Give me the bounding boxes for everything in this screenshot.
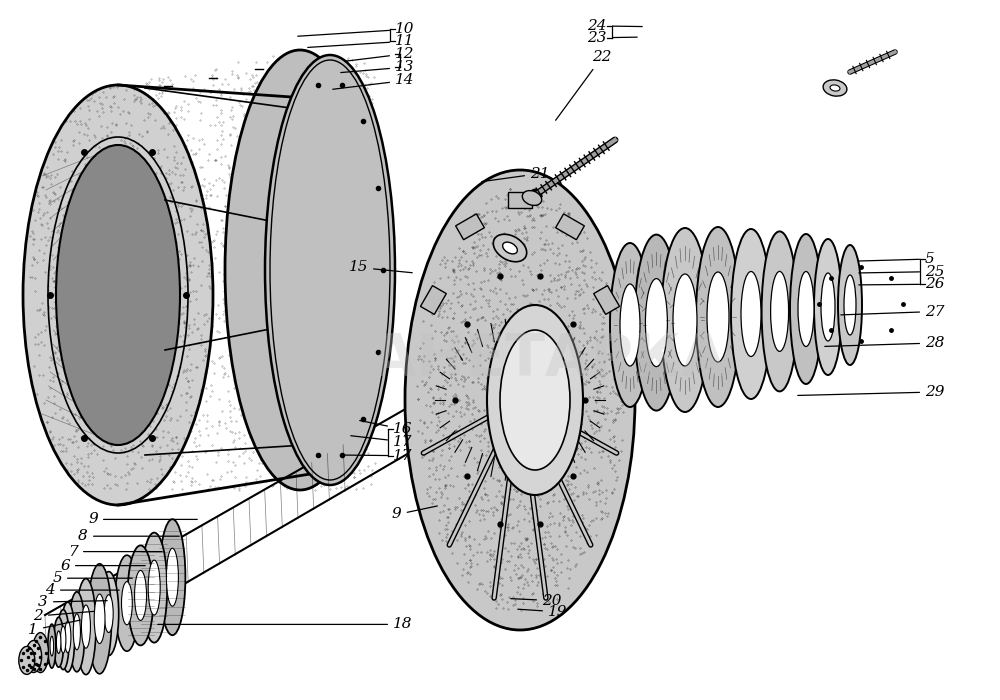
Ellipse shape: [838, 245, 862, 365]
Ellipse shape: [94, 594, 105, 643]
Ellipse shape: [32, 633, 48, 673]
Ellipse shape: [661, 228, 709, 412]
Ellipse shape: [76, 579, 96, 675]
Ellipse shape: [823, 80, 847, 96]
Ellipse shape: [790, 234, 822, 384]
Ellipse shape: [166, 548, 178, 606]
Ellipse shape: [81, 605, 90, 648]
Ellipse shape: [135, 570, 147, 620]
Text: 7: 7: [68, 545, 162, 559]
Ellipse shape: [707, 272, 729, 362]
Text: 26: 26: [859, 277, 944, 291]
Ellipse shape: [54, 617, 64, 667]
Text: 14: 14: [333, 74, 415, 90]
Text: 5: 5: [859, 252, 935, 266]
Text: 23: 23: [588, 31, 637, 45]
Ellipse shape: [673, 274, 697, 366]
Text: 19: 19: [518, 605, 568, 619]
Text: 3: 3: [38, 595, 107, 609]
Ellipse shape: [225, 50, 375, 490]
Ellipse shape: [69, 592, 85, 672]
Text: 6: 6: [60, 559, 145, 573]
Text: 9: 9: [392, 506, 437, 522]
Text: 1: 1: [28, 620, 80, 637]
Text: 4: 4: [45, 583, 119, 597]
Ellipse shape: [405, 170, 635, 630]
Ellipse shape: [731, 229, 771, 399]
Text: 17: 17: [351, 435, 413, 449]
Ellipse shape: [48, 624, 56, 668]
Ellipse shape: [56, 145, 180, 445]
Ellipse shape: [620, 284, 640, 366]
Ellipse shape: [493, 234, 527, 262]
Ellipse shape: [23, 85, 213, 505]
Ellipse shape: [487, 305, 583, 495]
Text: 16: 16: [360, 421, 413, 436]
Ellipse shape: [610, 243, 650, 407]
Ellipse shape: [56, 631, 61, 654]
Ellipse shape: [821, 273, 835, 341]
Ellipse shape: [741, 272, 761, 356]
Ellipse shape: [99, 572, 119, 656]
Ellipse shape: [19, 646, 35, 674]
Ellipse shape: [50, 636, 54, 656]
Ellipse shape: [159, 519, 185, 635]
Bar: [456, 214, 484, 239]
Ellipse shape: [122, 582, 132, 625]
Text: 9: 9: [88, 512, 197, 526]
Text: 29: 29: [798, 385, 944, 399]
Ellipse shape: [522, 190, 542, 205]
Bar: [594, 286, 620, 314]
Ellipse shape: [57, 610, 69, 670]
Text: 22: 22: [556, 50, 612, 120]
Text: 11: 11: [308, 34, 415, 48]
Ellipse shape: [814, 239, 842, 375]
Ellipse shape: [115, 555, 139, 651]
Ellipse shape: [762, 232, 798, 391]
Text: 15: 15: [349, 260, 412, 274]
Ellipse shape: [696, 227, 740, 407]
Text: 17: 17: [341, 449, 413, 463]
Text: 2: 2: [33, 609, 94, 623]
Text: 5: 5: [52, 571, 132, 585]
Ellipse shape: [26, 640, 42, 673]
Ellipse shape: [104, 595, 113, 633]
Bar: [420, 286, 446, 314]
Ellipse shape: [88, 564, 112, 674]
Text: 25: 25: [859, 265, 944, 279]
Text: 27: 27: [841, 304, 944, 318]
Ellipse shape: [141, 533, 167, 643]
Ellipse shape: [771, 272, 789, 351]
Ellipse shape: [500, 330, 570, 470]
Ellipse shape: [73, 614, 80, 650]
Text: 21: 21: [482, 167, 550, 181]
Text: 13: 13: [341, 60, 415, 74]
Ellipse shape: [128, 545, 154, 645]
Text: ПЛАНЕТАРКА: ПЛАНЕТАРКА: [274, 332, 726, 389]
Ellipse shape: [503, 242, 517, 254]
Text: 20: 20: [511, 594, 562, 608]
Ellipse shape: [265, 55, 395, 485]
Ellipse shape: [645, 279, 667, 367]
Ellipse shape: [65, 622, 71, 652]
Ellipse shape: [148, 560, 160, 615]
Text: 24: 24: [588, 19, 642, 33]
Ellipse shape: [61, 602, 75, 672]
Bar: [508, 192, 532, 208]
Text: 18: 18: [158, 617, 413, 631]
Text: 10: 10: [298, 22, 415, 36]
Text: 28: 28: [825, 336, 944, 350]
Bar: [556, 214, 584, 239]
Ellipse shape: [830, 85, 840, 91]
Ellipse shape: [634, 234, 678, 411]
Ellipse shape: [60, 626, 66, 653]
Ellipse shape: [844, 275, 856, 335]
Text: 12: 12: [345, 47, 415, 62]
Text: 8: 8: [78, 529, 179, 543]
Ellipse shape: [798, 272, 814, 346]
